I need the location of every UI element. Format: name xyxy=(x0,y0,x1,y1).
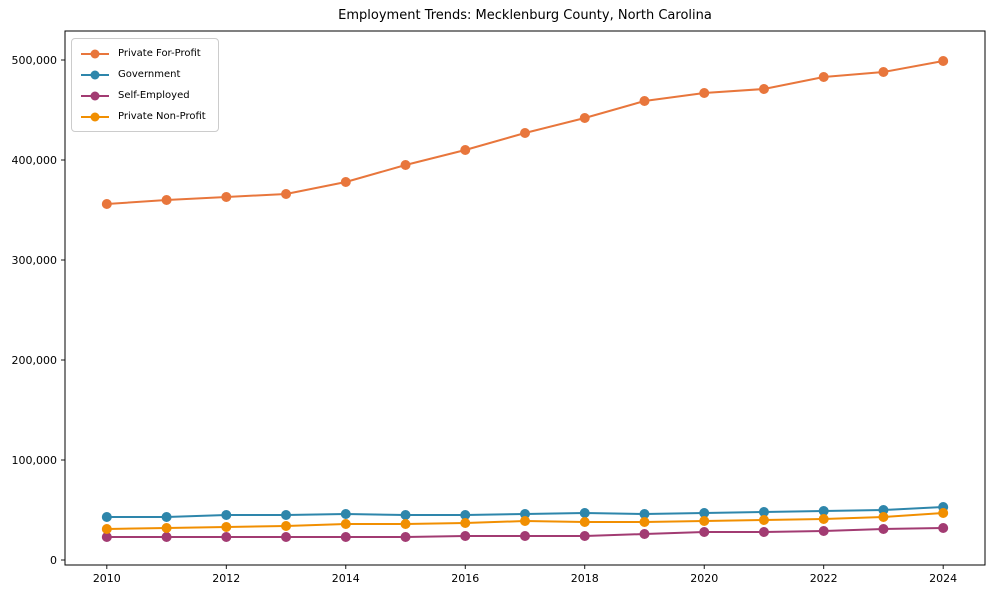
data-point xyxy=(639,529,650,539)
data-point xyxy=(460,510,471,520)
data-point xyxy=(758,84,769,94)
data-point xyxy=(758,515,769,525)
x-tick-label: 2014 xyxy=(332,572,360,585)
data-point xyxy=(878,512,889,522)
data-point xyxy=(639,509,650,519)
data-point xyxy=(221,532,232,542)
legend-label: Private For-Profit xyxy=(118,48,201,59)
data-point xyxy=(101,512,112,522)
legend-label: Government xyxy=(118,69,181,80)
data-point xyxy=(340,177,351,187)
x-tick-label: 2024 xyxy=(929,572,957,585)
x-tick-label: 2020 xyxy=(690,572,718,585)
data-point xyxy=(340,532,351,542)
legend-marker-icon xyxy=(81,49,109,58)
data-point xyxy=(579,113,590,123)
data-point xyxy=(281,521,292,531)
data-point xyxy=(460,145,471,155)
data-point xyxy=(101,532,112,542)
data-point xyxy=(579,517,590,527)
x-tick-label: 2012 xyxy=(212,572,240,585)
data-point xyxy=(460,531,471,541)
data-point xyxy=(699,516,710,526)
data-point xyxy=(818,72,829,82)
data-point xyxy=(699,88,710,98)
data-point xyxy=(460,518,471,528)
data-point xyxy=(818,514,829,524)
data-point xyxy=(520,531,530,541)
data-point xyxy=(639,96,650,106)
data-point xyxy=(161,195,172,205)
data-point xyxy=(938,508,949,518)
data-point xyxy=(758,527,769,537)
x-tick-label: 2018 xyxy=(571,572,599,585)
data-point xyxy=(281,510,292,520)
data-point xyxy=(400,532,411,542)
data-point xyxy=(281,532,292,542)
data-point xyxy=(639,517,650,527)
legend-marker-icon xyxy=(81,91,109,100)
y-tick-label: 300,000 xyxy=(12,254,58,267)
data-point xyxy=(878,67,889,77)
data-point xyxy=(938,56,949,66)
data-point xyxy=(699,508,710,518)
legend-item-3: Private Non-Profit xyxy=(80,107,206,126)
data-point xyxy=(878,505,889,515)
data-point xyxy=(520,128,530,138)
legend-label: Self-Employed xyxy=(118,90,190,101)
legend-item-1: Government xyxy=(80,65,206,84)
data-point xyxy=(161,512,172,522)
legend-item-0: Private For-Profit xyxy=(80,44,206,63)
legend: Private For-Profit Government Self-Employe… xyxy=(71,38,219,132)
data-point xyxy=(520,509,530,519)
data-point xyxy=(938,523,949,533)
y-tick-label: 500,000 xyxy=(12,54,58,67)
data-point xyxy=(221,510,232,520)
data-point xyxy=(818,526,829,536)
data-point xyxy=(878,524,889,534)
data-point xyxy=(699,527,710,537)
data-point xyxy=(161,532,172,542)
data-point xyxy=(758,507,769,517)
x-tick-label: 2016 xyxy=(451,572,479,585)
y-tick-label: 400,000 xyxy=(12,154,58,167)
data-point xyxy=(221,192,232,202)
data-point xyxy=(101,524,112,534)
data-point xyxy=(281,189,292,199)
data-point xyxy=(579,531,590,541)
data-point xyxy=(579,508,590,518)
legend-marker-icon xyxy=(81,70,109,79)
data-point xyxy=(101,199,112,209)
chart-title: Employment Trends: Mecklenburg County, N… xyxy=(338,8,712,23)
legend-label: Private Non-Profit xyxy=(118,111,206,122)
data-point xyxy=(161,523,172,533)
data-point xyxy=(340,519,351,529)
legend-item-2: Self-Employed xyxy=(80,86,206,105)
data-point xyxy=(520,516,530,526)
data-point xyxy=(340,509,351,519)
y-tick-label: 200,000 xyxy=(12,354,58,367)
data-point xyxy=(221,522,232,532)
y-tick-label: 100,000 xyxy=(12,454,58,467)
data-point xyxy=(400,519,411,529)
legend-marker-icon xyxy=(81,112,109,121)
plot-border xyxy=(64,30,986,566)
data-point xyxy=(400,510,411,520)
data-point xyxy=(400,160,411,170)
y-tick-label: 0 xyxy=(50,554,57,567)
x-tick-label: 2022 xyxy=(810,572,838,585)
x-tick-label: 2010 xyxy=(93,572,121,585)
data-point xyxy=(818,506,829,516)
